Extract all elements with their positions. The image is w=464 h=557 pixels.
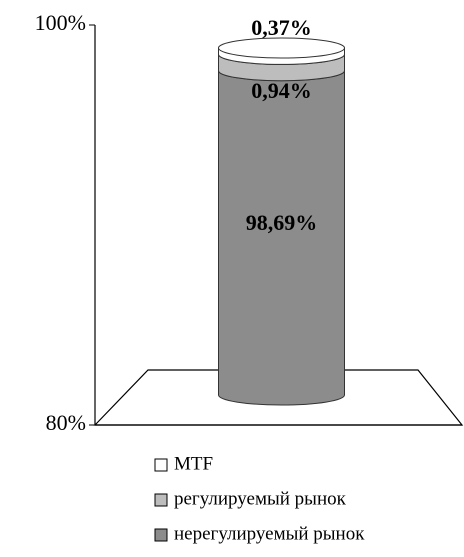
y-tick-label: 100% xyxy=(35,10,86,35)
y-tick-label: 80% xyxy=(46,410,86,435)
cylinder-segment xyxy=(218,70,345,406)
legend-label: регулируемый рынок xyxy=(174,488,347,509)
value-label: 0,94% xyxy=(251,78,312,103)
value-label: 0,37% xyxy=(251,15,312,40)
legend-swatch xyxy=(154,458,168,472)
value-label: 98,69% xyxy=(246,210,318,235)
legend-swatch xyxy=(154,493,168,507)
legend-label: MTF xyxy=(174,453,213,474)
cylinder-top xyxy=(218,37,345,59)
legend-label: нерегулируемый рынок xyxy=(174,523,365,544)
legend-swatch xyxy=(154,528,168,542)
